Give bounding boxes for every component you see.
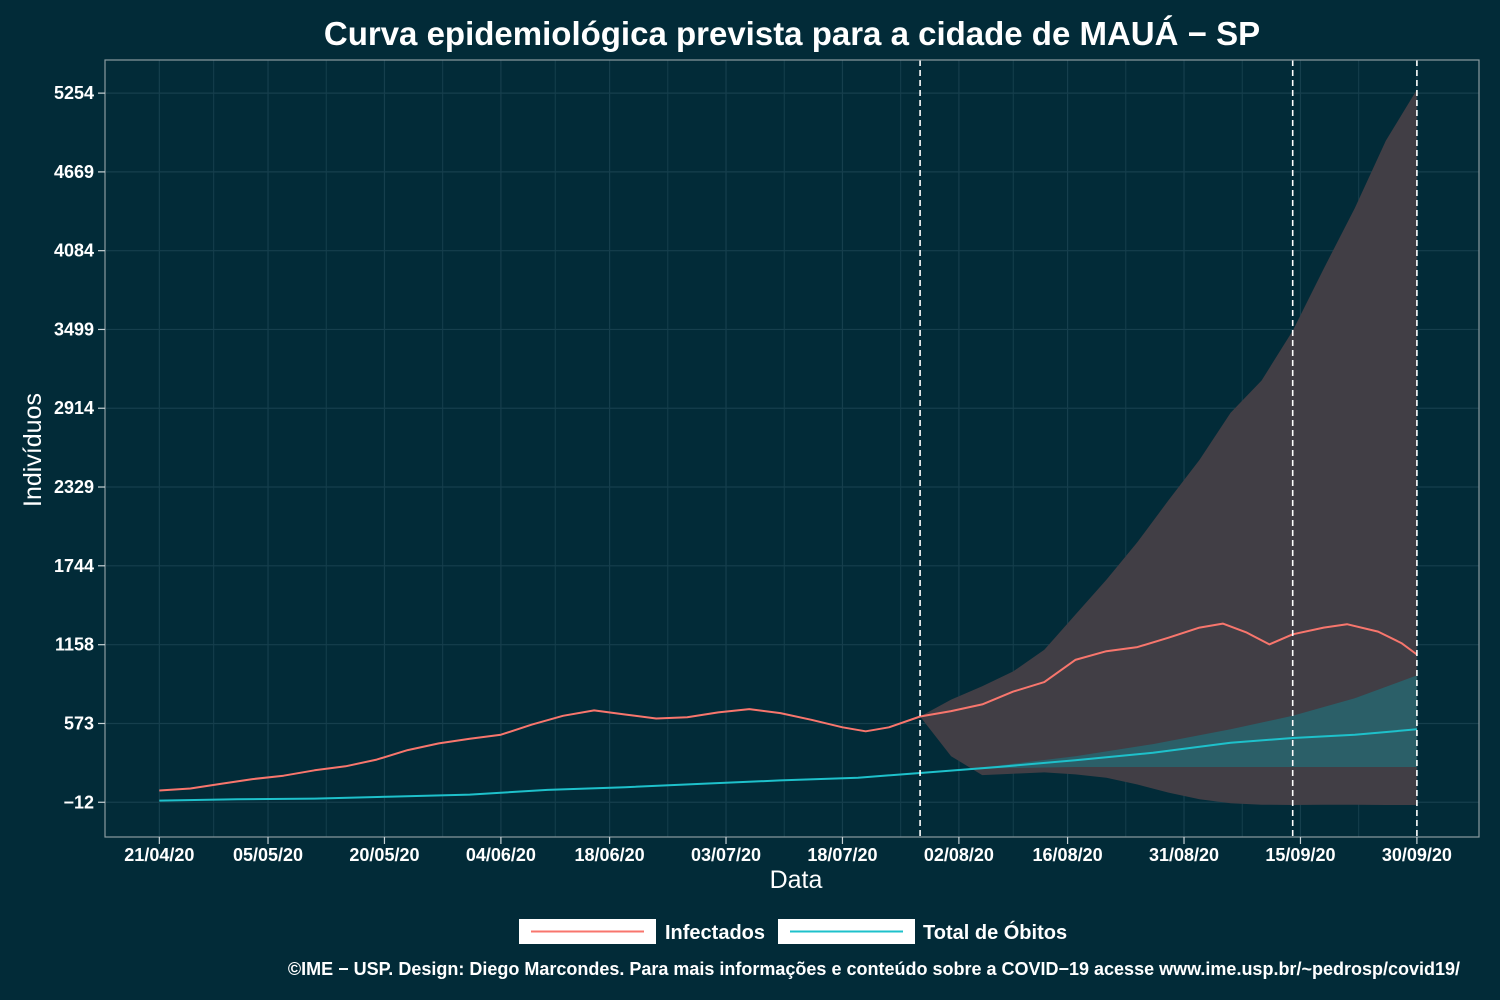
x-tick-label: 04/06/20 xyxy=(466,845,536,865)
chart-title: Curva epidemiológica prevista para a cid… xyxy=(324,15,1260,52)
y-axis-title: Indivíduos xyxy=(19,393,47,507)
x-tick-label: 03/07/20 xyxy=(691,845,761,865)
y-tick-label: 3499 xyxy=(54,319,94,339)
y-tick-label: 4669 xyxy=(54,162,94,182)
y-tick-label: 2329 xyxy=(54,477,94,497)
y-tick-label: 1158 xyxy=(55,635,94,655)
plot-area: 21/04/20 05/05/20 20/05/20 04/06/20 18/06/20… xyxy=(54,59,1480,865)
x-tick-label: 16/08/20 xyxy=(1033,845,1103,865)
legend-label-infectados: Infectados xyxy=(665,922,765,944)
y-tick-label: −12 xyxy=(63,792,94,812)
x-tick-label: 30/09/20 xyxy=(1382,845,1452,865)
x-tick-label: 02/08/20 xyxy=(924,845,994,865)
x-axis-title: Data xyxy=(770,866,823,894)
x-tick-label: 18/06/20 xyxy=(575,845,645,865)
x-tick-label: 21/04/20 xyxy=(124,845,194,865)
band-infectados xyxy=(920,89,1417,806)
series-line-obitos xyxy=(159,728,1417,802)
y-tick-label: 4084 xyxy=(54,241,94,261)
y-tick-label: 1744 xyxy=(54,556,94,576)
y-tick-label: 573 xyxy=(64,713,94,733)
legend: Infectados Total de Óbitos xyxy=(519,919,1067,944)
plot-border xyxy=(104,59,1480,838)
band-obitos xyxy=(920,675,1417,773)
y-tick-label: 5254 xyxy=(54,83,94,103)
series-line-infectados xyxy=(159,622,1418,792)
y-tick-label: 2914 xyxy=(54,398,94,418)
x-tick-label: 15/09/20 xyxy=(1265,845,1335,865)
footer-credit: ©IME − USP. Design: Diego Marcondes. Par… xyxy=(288,959,1460,979)
x-tick-label: 18/07/20 xyxy=(807,845,877,865)
legend-label-obitos: Total de Óbitos xyxy=(923,920,1067,944)
x-tick-label: 31/08/20 xyxy=(1149,845,1219,865)
x-tick-label: 20/05/20 xyxy=(349,845,419,865)
x-tick-label: 05/05/20 xyxy=(233,845,303,865)
